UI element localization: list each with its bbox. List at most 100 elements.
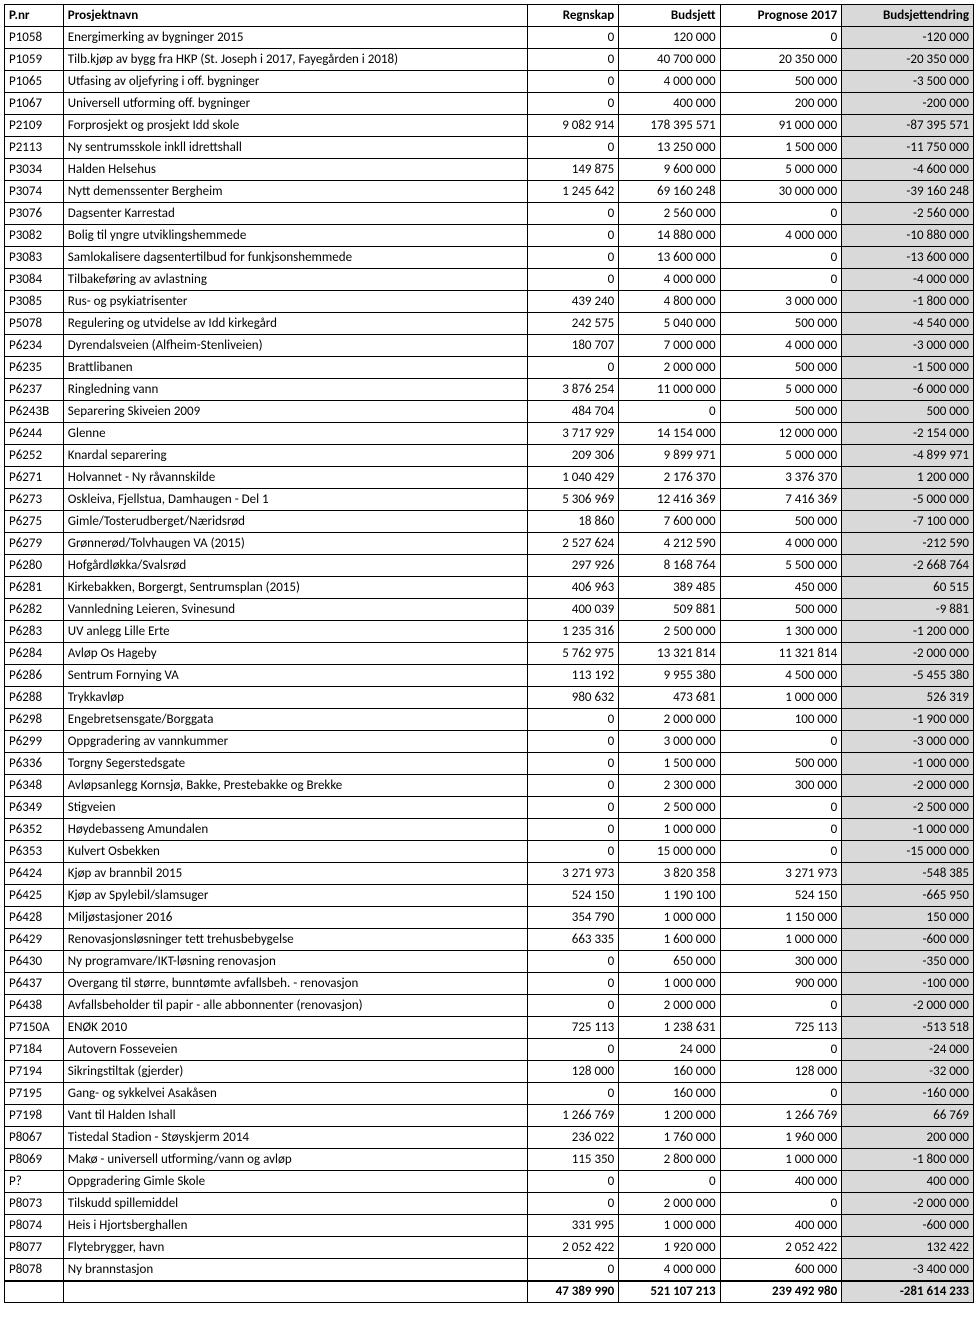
cell-name: Avfallsbeholder til papir - alle abbonne… bbox=[63, 995, 527, 1017]
cell-name: Høydebasseng Amundalen bbox=[63, 819, 527, 841]
cell-prognose: 1 150 000 bbox=[720, 907, 842, 929]
table-row: P6286Sentrum Fornying VA113 1929 955 380… bbox=[5, 665, 974, 687]
cell-regnskap: 0 bbox=[528, 1083, 619, 1105]
cell-regnskap: 3 271 973 bbox=[528, 863, 619, 885]
cell-pnr: P6280 bbox=[5, 555, 64, 577]
cell-endring: -3 000 000 bbox=[842, 335, 974, 357]
cell-pnr: P6282 bbox=[5, 599, 64, 621]
cell-prognose: 1 000 000 bbox=[720, 929, 842, 951]
cell-regnskap: 1 245 642 bbox=[528, 181, 619, 203]
cell-name: Gang- og sykkelvei Asakåsen bbox=[63, 1083, 527, 1105]
table-row: P6430Ny programvare/IKT-løsning renovasj… bbox=[5, 951, 974, 973]
cell-budsjett: 24 000 bbox=[619, 1039, 720, 1061]
cell-prognose: 0 bbox=[720, 1039, 842, 1061]
table-row: P6429Renovasjonsløsninger tett trehusbeb… bbox=[5, 929, 974, 951]
cell-name: Trykkavløp bbox=[63, 687, 527, 709]
cell-regnskap: 484 704 bbox=[528, 401, 619, 423]
cell-name: Vannledning Leieren, Svinesund bbox=[63, 599, 527, 621]
total-prognose: 239 492 980 bbox=[720, 1281, 842, 1303]
budget-table: P.nr Prosjektnavn Regnskap Budsjett Prog… bbox=[4, 4, 974, 1303]
cell-pnr: P6281 bbox=[5, 577, 64, 599]
cell-prognose: 11 321 814 bbox=[720, 643, 842, 665]
cell-prognose: 1 500 000 bbox=[720, 137, 842, 159]
cell-pnr: P6273 bbox=[5, 489, 64, 511]
cell-regnskap: 0 bbox=[528, 27, 619, 49]
cell-name: Tilskudd spillemiddel bbox=[63, 1193, 527, 1215]
cell-budsjett: 4 000 000 bbox=[619, 269, 720, 291]
cell-endring: -1 000 000 bbox=[842, 819, 974, 841]
cell-endring: -2 668 764 bbox=[842, 555, 974, 577]
cell-endring: -4 000 000 bbox=[842, 269, 974, 291]
cell-prognose: 5 000 000 bbox=[720, 379, 842, 401]
cell-endring: 150 000 bbox=[842, 907, 974, 929]
cell-regnskap: 0 bbox=[528, 247, 619, 269]
cell-regnskap: 0 bbox=[528, 269, 619, 291]
cell-pnr: P6299 bbox=[5, 731, 64, 753]
cell-regnskap: 0 bbox=[528, 137, 619, 159]
cell-endring: -7 100 000 bbox=[842, 511, 974, 533]
cell-regnskap: 3 717 929 bbox=[528, 423, 619, 445]
table-row: P6280Hofgårdløkka/Svalsrød297 9268 168 7… bbox=[5, 555, 974, 577]
cell-pnr: P3074 bbox=[5, 181, 64, 203]
cell-name: Stigveien bbox=[63, 797, 527, 819]
cell-endring: -1 500 000 bbox=[842, 357, 974, 379]
cell-prognose: 0 bbox=[720, 1083, 842, 1105]
table-row: P6353Kulvert Osbekken015 000 0000-15 000… bbox=[5, 841, 974, 863]
table-row: P6275Gimle/Tosterudberget/Næridsrød18 86… bbox=[5, 511, 974, 533]
cell-prognose: 20 350 000 bbox=[720, 49, 842, 71]
cell-prognose: 300 000 bbox=[720, 951, 842, 973]
table-row: P2109Forprosjekt og prosjekt Idd skole9 … bbox=[5, 115, 974, 137]
cell-budsjett: 69 160 248 bbox=[619, 181, 720, 203]
table-row: P8067Tistedal Stadion - Støyskjerm 20142… bbox=[5, 1127, 974, 1149]
cell-regnskap: 2 527 624 bbox=[528, 533, 619, 555]
cell-endring: -15 000 000 bbox=[842, 841, 974, 863]
cell-budsjett: 1 238 631 bbox=[619, 1017, 720, 1039]
cell-endring: -4 899 971 bbox=[842, 445, 974, 467]
cell-name: Tistedal Stadion - Støyskjerm 2014 bbox=[63, 1127, 527, 1149]
cell-endring: -32 000 bbox=[842, 1061, 974, 1083]
cell-regnskap: 5 762 975 bbox=[528, 643, 619, 665]
cell-regnskap: 0 bbox=[528, 93, 619, 115]
cell-budsjett: 120 000 bbox=[619, 27, 720, 49]
cell-prognose: 500 000 bbox=[720, 753, 842, 775]
cell-budsjett: 9 955 380 bbox=[619, 665, 720, 687]
cell-budsjett: 40 700 000 bbox=[619, 49, 720, 71]
table-row: P6281Kirkebakken, Borgergt, Sentrumsplan… bbox=[5, 577, 974, 599]
total-pnr bbox=[5, 1281, 64, 1303]
cell-budsjett: 2 500 000 bbox=[619, 621, 720, 643]
cell-name: Nytt demenssenter Bergheim bbox=[63, 181, 527, 203]
cell-prognose: 0 bbox=[720, 797, 842, 819]
cell-regnskap: 0 bbox=[528, 775, 619, 797]
table-row: P3082Bolig til yngre utviklingshemmede01… bbox=[5, 225, 974, 247]
cell-prognose: 500 000 bbox=[720, 511, 842, 533]
cell-budsjett: 3 820 358 bbox=[619, 863, 720, 885]
table-total-row: 47 389 990521 107 213239 492 980-281 614… bbox=[5, 1281, 974, 1303]
table-row: P6279Grønnerød/Tolvhaugen VA (2015)2 527… bbox=[5, 533, 974, 555]
col-header-name: Prosjektnavn bbox=[63, 5, 527, 27]
cell-name: Engebretsensgate/Borggata bbox=[63, 709, 527, 731]
cell-name: Avløp Os Hageby bbox=[63, 643, 527, 665]
cell-budsjett: 509 881 bbox=[619, 599, 720, 621]
cell-regnskap: 0 bbox=[528, 841, 619, 863]
cell-name: Glenne bbox=[63, 423, 527, 445]
cell-regnskap: 9 082 914 bbox=[528, 115, 619, 137]
cell-regnskap: 725 113 bbox=[528, 1017, 619, 1039]
cell-endring: 526 319 bbox=[842, 687, 974, 709]
cell-prognose: 3 000 000 bbox=[720, 291, 842, 313]
cell-pnr: P5078 bbox=[5, 313, 64, 335]
cell-pnr: P1067 bbox=[5, 93, 64, 115]
cell-name: Kjøp av Spylebil/slamsuger bbox=[63, 885, 527, 907]
table-row: P6425Kjøp av Spylebil/slamsuger524 1501 … bbox=[5, 885, 974, 907]
cell-budsjett: 1 920 000 bbox=[619, 1237, 720, 1259]
cell-endring: -1 800 000 bbox=[842, 291, 974, 313]
cell-endring: -3 000 000 bbox=[842, 731, 974, 753]
cell-regnskap: 1 040 429 bbox=[528, 467, 619, 489]
cell-endring: 1 200 000 bbox=[842, 467, 974, 489]
table-row: P3085Rus- og psykiatrisenter439 2404 800… bbox=[5, 291, 974, 313]
cell-prognose: 2 052 422 bbox=[720, 1237, 842, 1259]
cell-budsjett: 15 000 000 bbox=[619, 841, 720, 863]
cell-regnskap: 0 bbox=[528, 203, 619, 225]
table-row: P6283UV anlegg Lille Erte1 235 3162 500 … bbox=[5, 621, 974, 643]
cell-prognose: 30 000 000 bbox=[720, 181, 842, 203]
cell-regnskap: 0 bbox=[528, 973, 619, 995]
